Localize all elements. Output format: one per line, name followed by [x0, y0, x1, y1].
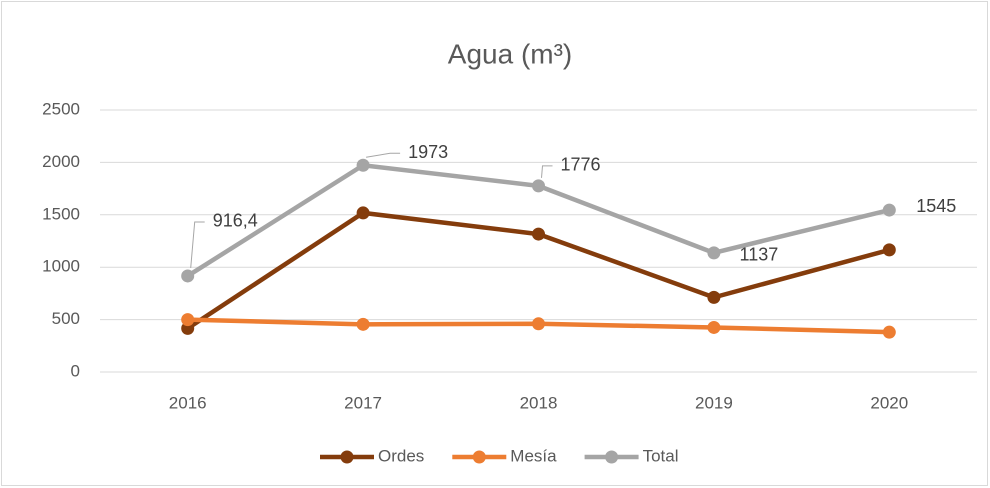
data-point: [882, 325, 896, 339]
legend-marker: [605, 450, 619, 464]
data-point: [356, 158, 370, 172]
data-label: 1545: [916, 196, 956, 216]
data-point: [532, 317, 545, 331]
data-point: [181, 269, 195, 283]
chart-title: Agua (m³): [448, 38, 572, 69]
y-tick-label: 500: [52, 309, 80, 328]
y-tick-label: 2000: [42, 152, 80, 171]
data-point: [882, 243, 896, 257]
leader-line: [366, 152, 401, 158]
y-tick-label: 0: [71, 361, 80, 380]
y-tick-label: 1500: [42, 204, 80, 223]
data-point: [707, 320, 721, 334]
data-point: [882, 203, 896, 217]
legend-marker: [340, 450, 354, 464]
data-point: [532, 179, 545, 193]
data-point: [707, 246, 721, 260]
legend-label: Total: [643, 446, 679, 465]
data-label: 1776: [561, 155, 601, 175]
legend-label: Ordes: [378, 446, 424, 465]
x-tick-label: 2016: [169, 393, 207, 412]
data-point: [532, 227, 545, 241]
y-tick-label: 2500: [42, 99, 80, 118]
leader-line: [190, 221, 205, 269]
data-label: 1973: [408, 142, 448, 162]
data-point: [356, 206, 370, 220]
x-tick-label: 2018: [520, 393, 558, 412]
legend-marker: [472, 450, 486, 464]
data-label: 916,4: [213, 211, 258, 231]
data-point: [707, 290, 721, 304]
leader-line: [541, 165, 553, 178]
data-point: [356, 317, 370, 331]
x-tick-label: 2017: [344, 393, 382, 412]
y-tick-label: 1000: [42, 257, 80, 276]
data-point: [181, 313, 195, 327]
x-tick-label: 2019: [695, 393, 733, 412]
data-label: 1137: [740, 245, 779, 265]
x-tick-label: 2020: [870, 393, 908, 412]
legend-label: Mesía: [510, 446, 557, 465]
